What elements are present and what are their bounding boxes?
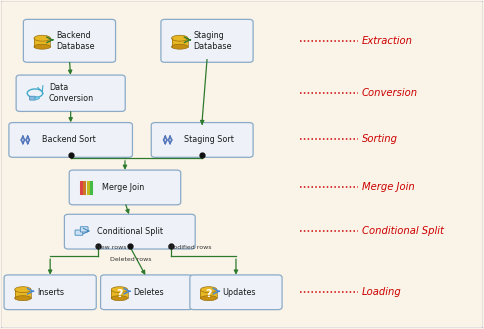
FancyBboxPatch shape	[101, 275, 193, 310]
Ellipse shape	[111, 296, 128, 301]
FancyBboxPatch shape	[80, 227, 88, 232]
FancyBboxPatch shape	[16, 75, 125, 112]
FancyBboxPatch shape	[64, 214, 195, 249]
Ellipse shape	[200, 287, 217, 292]
Bar	[15, 290, 31, 298]
Ellipse shape	[15, 287, 31, 292]
Bar	[171, 38, 188, 47]
FancyBboxPatch shape	[4, 275, 96, 310]
Ellipse shape	[15, 296, 31, 301]
FancyBboxPatch shape	[23, 19, 116, 62]
Text: Backend
Database: Backend Database	[56, 31, 95, 51]
Ellipse shape	[34, 35, 50, 41]
FancyBboxPatch shape	[30, 96, 35, 100]
Text: Conversion: Conversion	[362, 88, 418, 98]
FancyBboxPatch shape	[69, 170, 181, 205]
Text: Merge Join: Merge Join	[102, 183, 144, 192]
Text: Backend Sort: Backend Sort	[42, 136, 95, 144]
Text: Conditional Split: Conditional Split	[362, 226, 443, 236]
Text: Sorting: Sorting	[362, 134, 398, 144]
Text: Extraction: Extraction	[362, 36, 413, 46]
Ellipse shape	[34, 44, 50, 49]
FancyBboxPatch shape	[190, 275, 282, 310]
Text: Loading: Loading	[362, 287, 401, 297]
Bar	[111, 290, 128, 298]
Text: New rows: New rows	[96, 245, 126, 250]
Text: Staging Sort: Staging Sort	[184, 136, 234, 144]
FancyBboxPatch shape	[75, 230, 83, 235]
FancyBboxPatch shape	[9, 123, 133, 157]
Text: Modified rows: Modified rows	[168, 245, 212, 250]
Ellipse shape	[200, 296, 217, 301]
Text: Data
Conversion: Data Conversion	[49, 83, 94, 103]
Text: Deleted rows: Deleted rows	[110, 257, 152, 262]
Polygon shape	[34, 96, 40, 100]
Text: Merge Join: Merge Join	[362, 182, 414, 192]
Bar	[34, 38, 50, 47]
Text: Deletes: Deletes	[134, 288, 164, 297]
Text: Staging
Database: Staging Database	[194, 31, 232, 51]
Ellipse shape	[171, 44, 188, 49]
FancyBboxPatch shape	[161, 19, 253, 62]
Text: ?: ?	[116, 289, 122, 299]
Ellipse shape	[171, 35, 188, 41]
Bar	[200, 290, 217, 298]
FancyBboxPatch shape	[151, 123, 253, 157]
Text: ?: ?	[205, 289, 212, 299]
Text: Conditional Split: Conditional Split	[97, 227, 163, 236]
Ellipse shape	[111, 287, 128, 292]
Text: Updates: Updates	[223, 288, 256, 297]
Text: Inserts: Inserts	[37, 288, 64, 297]
